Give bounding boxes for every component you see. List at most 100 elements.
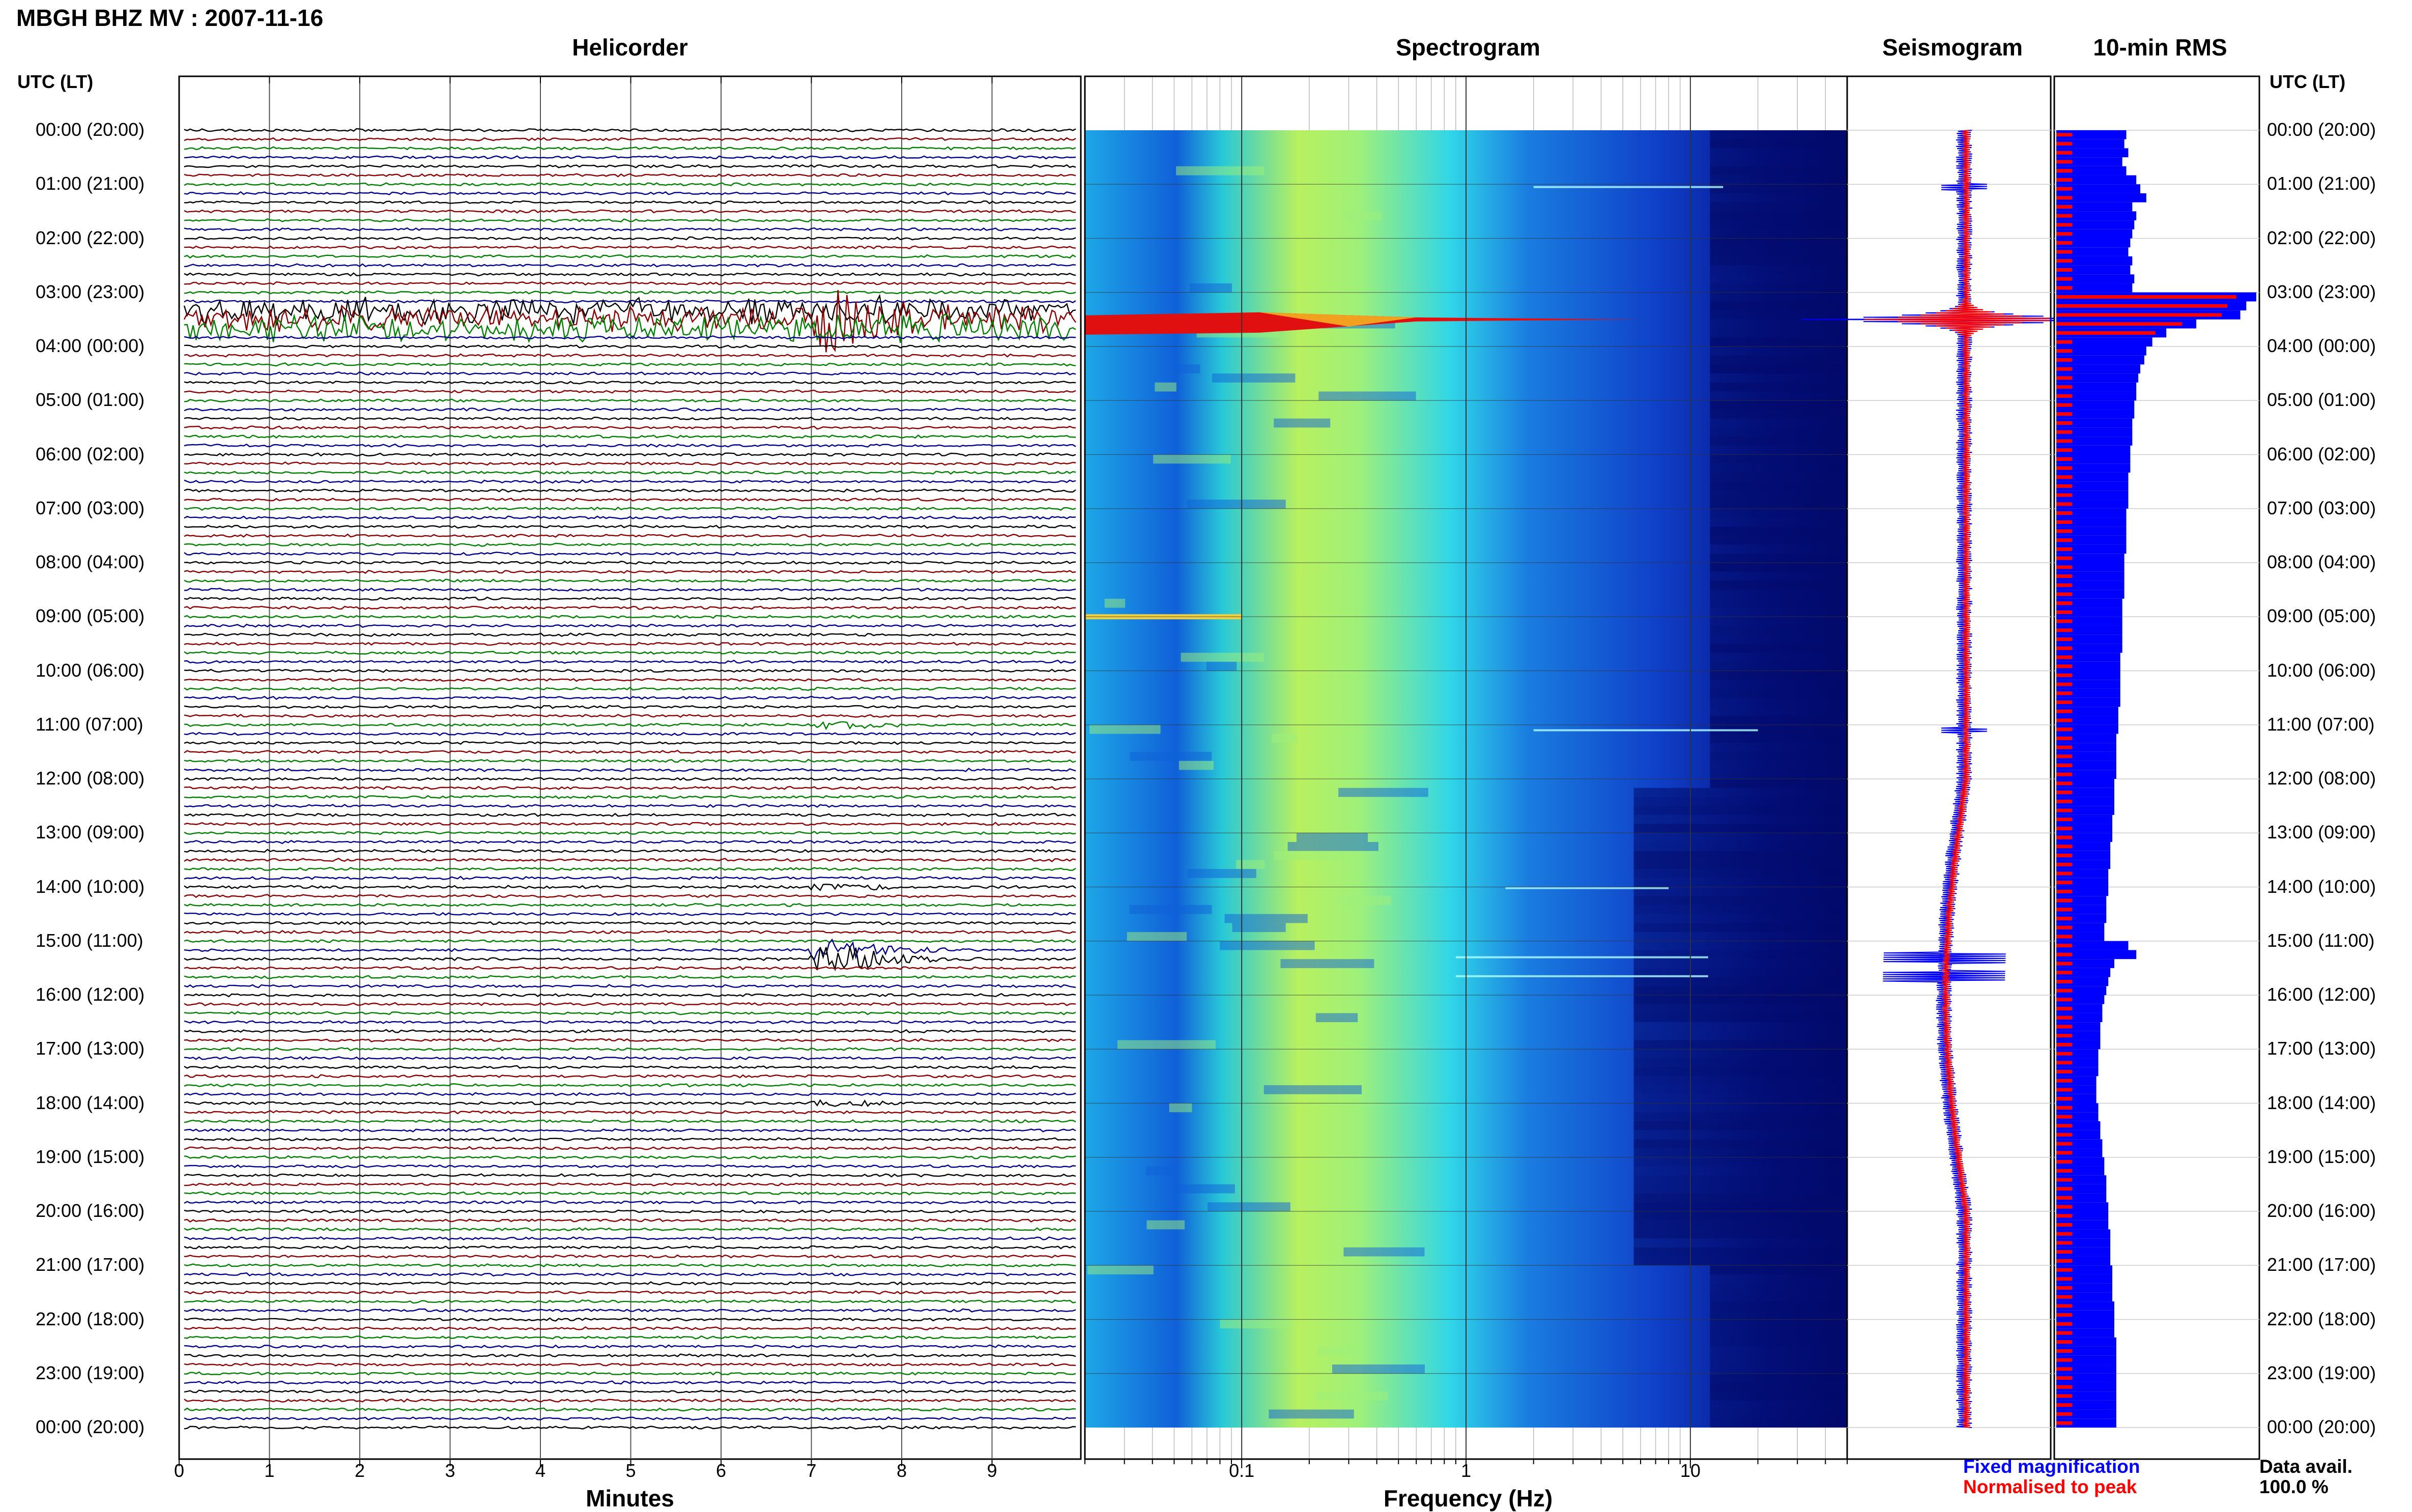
spectrogram-dark-band — [1710, 301, 1847, 311]
rms-normalised-bar — [2056, 988, 2073, 993]
rms-fixed-bar — [2056, 1031, 2101, 1040]
rms-fixed-bar — [2056, 1229, 2111, 1239]
left-time-label: 12:00 (08:00) — [36, 768, 145, 789]
rms-fixed-bar — [2056, 580, 2124, 590]
rms-normalised-bar — [2056, 1268, 2073, 1272]
helicorder-trace — [184, 578, 1076, 583]
rms-normalised-bar — [2056, 1106, 2073, 1110]
spectrogram-dark-band — [1710, 355, 1847, 365]
spectrogram-dark-band — [1633, 1184, 1847, 1194]
rms-normalised-bar — [2056, 583, 2073, 587]
rms-fixed-bar — [2056, 968, 2111, 977]
rms-fixed-bar — [2056, 986, 2107, 995]
rms-normalised-bar — [2056, 763, 2073, 767]
rms-normalised-bar — [2056, 772, 2073, 776]
rms-normalised-bar — [2056, 952, 2073, 956]
rms-normalised-bar — [2056, 1394, 2073, 1398]
rms-normalised-bar — [2056, 295, 2236, 299]
rms-fixed-bar — [2056, 274, 2135, 284]
helicorder-trace — [184, 759, 1076, 763]
left-time-label: 23:00 (19:00) — [36, 1362, 145, 1383]
spectrogram-dark-band — [1710, 184, 1847, 193]
left-time-label: 08:00 (04:00) — [36, 551, 145, 572]
right-time-label: 01:00 (21:00) — [2267, 173, 2376, 194]
helicorder-trace — [184, 281, 1076, 286]
rms-normalised-bar — [2056, 367, 2073, 371]
rms-fixed-bar — [2056, 1013, 2103, 1023]
rms-fixed-bar — [2056, 1418, 2116, 1428]
rms-normalised-bar — [2056, 664, 2073, 668]
right-time-label: 13:00 (09:00) — [2267, 822, 2376, 843]
right-time-label: 14:00 (10:00) — [2267, 876, 2376, 897]
rms-fixed-bar — [2056, 995, 2105, 1004]
helicorder-trace — [184, 434, 1076, 439]
helicorder-trace — [184, 263, 1076, 268]
rms-fixed-bar — [2056, 824, 2113, 833]
spectrogram-band — [1129, 905, 1212, 914]
spectrogram-dark-band — [1633, 1175, 1847, 1184]
rms-fixed-bar — [2056, 806, 2114, 815]
rms-fixed-bar — [2056, 617, 2122, 626]
left-time-label: 02:00 (22:00) — [36, 227, 145, 248]
rms-fixed-bar — [2056, 481, 2129, 491]
spectrogram-dark-band — [1710, 1373, 1847, 1383]
rms-fixed-bar — [2056, 841, 2111, 851]
minutes-axis-label: Minutes — [586, 1485, 674, 1511]
rms-normalised-bar — [2056, 1340, 2073, 1344]
rms-normalised-bar — [2056, 394, 2073, 398]
rms-normalised-bar — [2056, 1367, 2073, 1371]
spectrogram-dark-band — [1710, 508, 1847, 518]
spectrogram-dark-band — [1710, 400, 1847, 410]
spectrogram-dark-band — [1633, 869, 1847, 878]
helicorder-trace — [184, 425, 1076, 430]
helicorder-trace — [184, 921, 1076, 925]
rms-fixed-bar — [2056, 544, 2127, 554]
rms-fixed-bar — [2056, 1292, 2113, 1302]
spectrogram-dark-band — [1710, 634, 1847, 644]
right-axis-header: UTC (LT) — [2270, 71, 2346, 92]
spectrogram-band — [1338, 788, 1428, 797]
left-time-label: 00:00 (20:00) — [36, 1416, 145, 1437]
helicorder-trace — [184, 1326, 1076, 1331]
rms-normalised-bar — [2056, 700, 2073, 705]
rms-fixed-bar — [2056, 950, 2137, 959]
rms-normalised-bar — [2056, 1313, 2073, 1317]
rms-normalised-bar — [2056, 412, 2073, 416]
spectrogram-band — [1130, 751, 1212, 761]
helicorder-trace — [184, 867, 1076, 871]
rms-normalised-bar — [2056, 538, 2073, 542]
spectrogram-dark-band — [1633, 995, 1847, 1004]
right-time-label: 11:00 (07:00) — [2267, 713, 2375, 735]
right-time-label: 22:00 (18:00) — [2267, 1308, 2376, 1329]
helicorder-trace — [184, 1200, 1076, 1205]
spectrogram-dark-band — [1710, 256, 1847, 266]
spectrogram-dark-band — [1710, 779, 1847, 788]
rms-fixed-bar — [2056, 1121, 2101, 1130]
helicorder-trace — [184, 254, 1076, 259]
rms-fixed-bar — [2056, 932, 2105, 941]
rms-fixed-bar — [2056, 644, 2122, 653]
spectrogram-band — [1173, 1184, 1235, 1194]
helicorder-trace — [184, 506, 1076, 511]
rms-normalised-bar — [2056, 655, 2073, 659]
spectrogram-band — [1224, 914, 1308, 923]
rms-normalised-bar — [2056, 448, 2073, 452]
rms-fixed-bar — [2056, 869, 2109, 878]
rms-normalised-bar — [2056, 1042, 2073, 1046]
left-time-label: 03:00 (23:00) — [36, 281, 145, 302]
rms-fixed-bar — [2056, 743, 2116, 752]
spectrogram-dark-band — [1710, 554, 1847, 563]
rms-fixed-bar — [2056, 1130, 2101, 1140]
helicorder-trace — [184, 786, 1076, 790]
spectrogram-dark-band — [1710, 500, 1847, 509]
spectrogram-band — [1280, 959, 1374, 968]
rms-normalised-bar — [2056, 691, 2073, 695]
rms-fixed-bar — [2056, 1247, 2111, 1257]
rms-normalised-bar — [2056, 1205, 2073, 1209]
helicorder-trace — [184, 1146, 1076, 1151]
rms-normalised-bar — [2056, 1142, 2073, 1146]
helicorder-trace — [184, 335, 1076, 340]
helicorder-trace — [184, 651, 1076, 655]
rms-normalised-bar — [2056, 214, 2073, 218]
spectrogram-dark-band — [1710, 770, 1847, 779]
